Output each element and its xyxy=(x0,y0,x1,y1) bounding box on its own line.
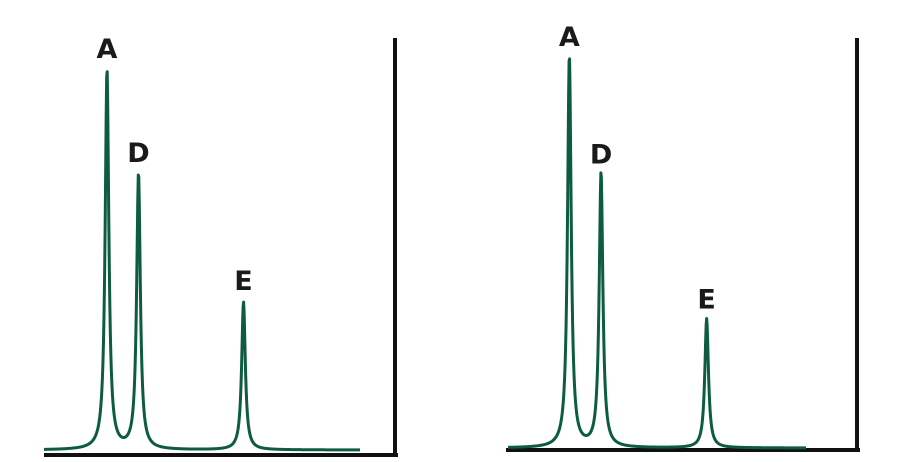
peak-label-d: D xyxy=(127,138,149,169)
chromatogram-trace xyxy=(43,70,361,452)
peak-label-d: D xyxy=(590,139,612,170)
peak-label-e: E xyxy=(697,285,715,316)
peak-label-a: A xyxy=(97,34,118,65)
peak-label-a: A xyxy=(559,22,580,53)
chromatogram-trace xyxy=(507,57,807,450)
chromatogram-panel-right: A D E xyxy=(506,22,860,452)
chromatogram-panel-left: A D E xyxy=(43,34,398,457)
peak-label-e: E xyxy=(234,266,252,297)
